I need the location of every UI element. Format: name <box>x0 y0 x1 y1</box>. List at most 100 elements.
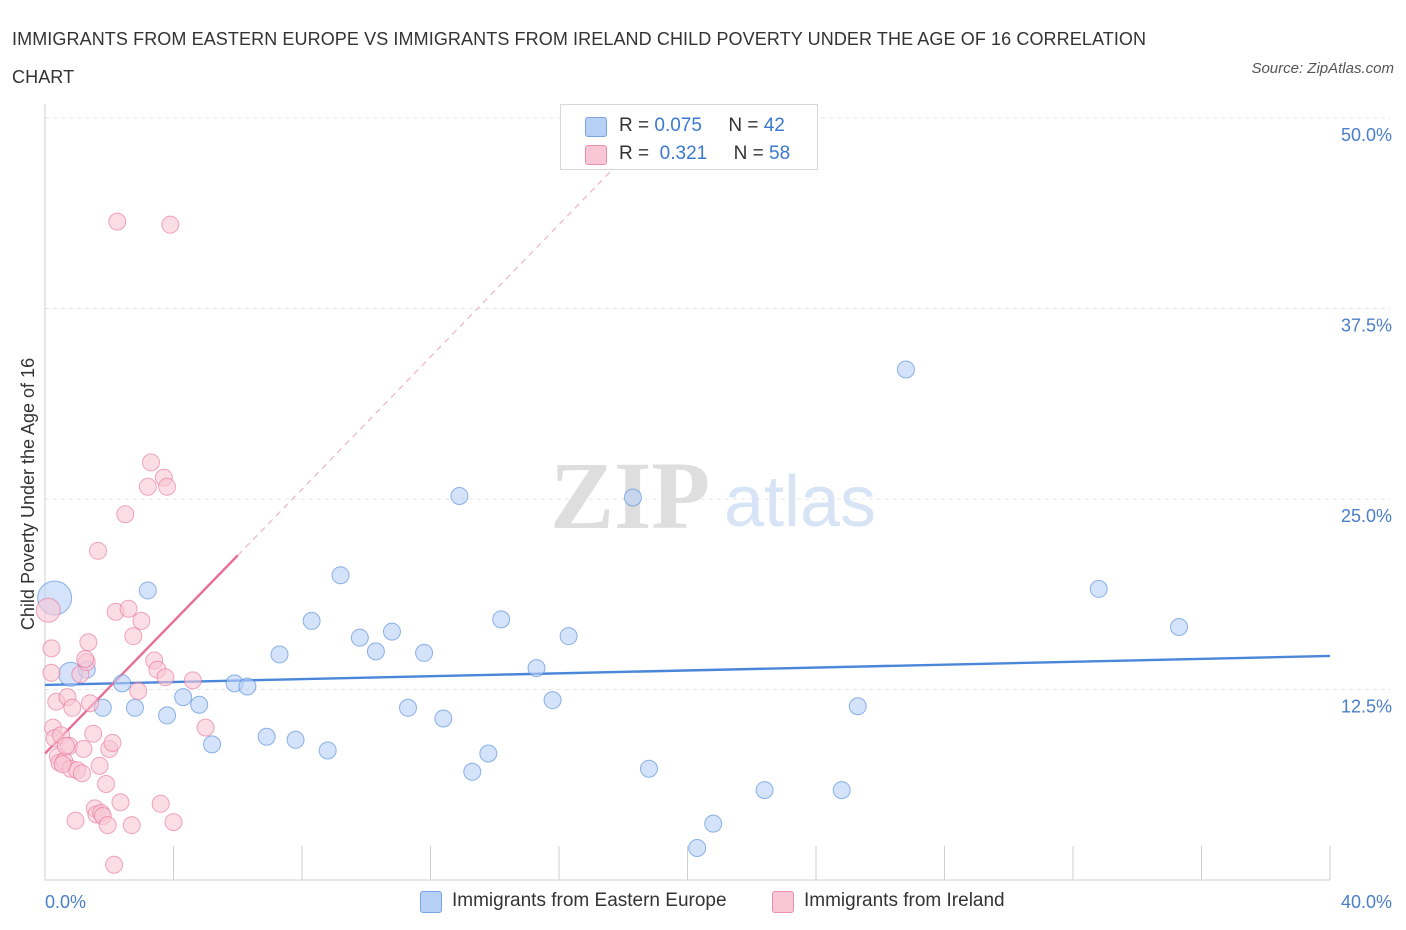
data-point <box>527 659 546 678</box>
data-point <box>138 581 157 600</box>
data-point <box>66 811 85 830</box>
data-point <box>450 486 469 505</box>
bottom-legend-label-eastern-europe: Immigrants from Eastern Europe <box>452 890 727 911</box>
data-point <box>42 639 61 658</box>
data-point <box>463 762 482 781</box>
watermark: ZIP atlas <box>550 442 876 549</box>
n-label: N = <box>728 115 759 136</box>
bottom-legend-eastern-europe: Immigrants from Eastern Europe <box>420 888 750 916</box>
data-point <box>111 793 130 812</box>
trend-line <box>44 554 239 755</box>
chart-title: IMMIGRANTS FROM EASTERN EUROPE VS IMMIGR… <box>12 29 1147 87</box>
watermark-atlas: atlas <box>724 462 876 542</box>
data-point <box>56 736 75 755</box>
n-value: 58 <box>769 143 791 164</box>
data-point <box>399 698 418 717</box>
data-point <box>755 781 774 800</box>
stats-legend: R = 0.075 N = 42 R = 0.321 N = 58 <box>560 104 818 170</box>
bottom-legend-label-ireland: Immigrants from Ireland <box>804 890 1005 911</box>
data-point <box>79 633 98 652</box>
data-point <box>174 688 193 707</box>
data-point <box>203 735 222 754</box>
data-point <box>1089 579 1108 598</box>
data-point <box>415 643 434 662</box>
data-point <box>382 622 401 641</box>
legend-swatch-ireland <box>585 145 607 165</box>
data-point <box>119 599 138 618</box>
data-point <box>158 477 177 496</box>
data-point <box>190 695 209 714</box>
data-point <box>35 597 61 623</box>
data-point <box>142 453 161 472</box>
data-point <box>89 541 108 560</box>
data-point <box>113 674 132 693</box>
data-point <box>125 698 144 717</box>
data-point <box>366 642 385 661</box>
data-point <box>492 610 511 629</box>
data-point <box>270 645 289 664</box>
data-point <box>105 855 124 874</box>
r-label: R = <box>619 143 650 164</box>
data-point <box>286 730 305 749</box>
x-tick-label: 40.0% <box>1341 892 1392 912</box>
data-point <box>543 691 562 710</box>
x-tick-label: 0.0% <box>45 892 86 912</box>
r-label: R = <box>619 115 650 136</box>
x-tick-labels: 0.0% 40.0% <box>45 892 1392 912</box>
data-point <box>156 668 175 687</box>
trend-lines <box>44 167 1331 755</box>
data-point <box>688 838 707 857</box>
data-point <box>704 814 723 833</box>
data-point <box>132 611 151 630</box>
bottom-legend-swatch-eastern-europe <box>420 891 442 913</box>
data-point <box>72 764 91 783</box>
data-point <box>832 781 851 800</box>
data-point <box>302 611 321 630</box>
y-tick-label: 25.0% <box>1341 506 1392 526</box>
grid <box>45 117 1390 690</box>
trend-line-extension <box>237 167 615 556</box>
data-point <box>122 816 141 835</box>
data-point <box>124 627 143 646</box>
data-point <box>103 733 122 752</box>
data-point <box>257 727 276 746</box>
data-point <box>80 694 99 713</box>
data-point <box>90 756 109 775</box>
data-point <box>331 566 350 585</box>
data-point <box>848 697 867 716</box>
data-point <box>238 677 257 696</box>
legend-stats-ireland: R = 0.321 N = 58 <box>619 143 790 165</box>
legend-swatch-eastern-europe <box>585 117 607 137</box>
data-point <box>129 682 148 701</box>
data-point <box>116 505 135 524</box>
data-point <box>183 671 202 690</box>
y-tick-labels: 12.5% 25.0% 37.5% 50.0% <box>1341 125 1392 717</box>
data-point <box>161 215 180 234</box>
r-value: 0.075 <box>654 115 702 136</box>
data-point <box>98 816 117 835</box>
data-point <box>108 212 127 231</box>
bottom-legend-swatch-ireland <box>772 891 794 913</box>
data-point <box>158 706 177 725</box>
data-point <box>896 360 915 379</box>
data-point <box>350 628 369 647</box>
data-point <box>164 813 183 832</box>
y-axis-label: Child Poverty Under the Age of 16 <box>18 358 38 630</box>
data-point <box>42 663 61 682</box>
data-point <box>74 739 93 758</box>
data-point <box>84 724 103 743</box>
data-point <box>559 627 578 646</box>
data-point <box>623 488 642 507</box>
data-point <box>151 794 170 813</box>
data-point <box>63 698 82 717</box>
n-label: N = <box>733 143 764 164</box>
axes <box>44 104 1331 881</box>
data-point <box>1170 618 1189 637</box>
y-tick-label: 50.0% <box>1341 125 1392 145</box>
data-point <box>196 718 215 737</box>
data-point <box>318 741 337 760</box>
r-value: 0.321 <box>659 143 708 164</box>
data-point <box>97 774 116 793</box>
trend-line <box>44 654 1331 687</box>
